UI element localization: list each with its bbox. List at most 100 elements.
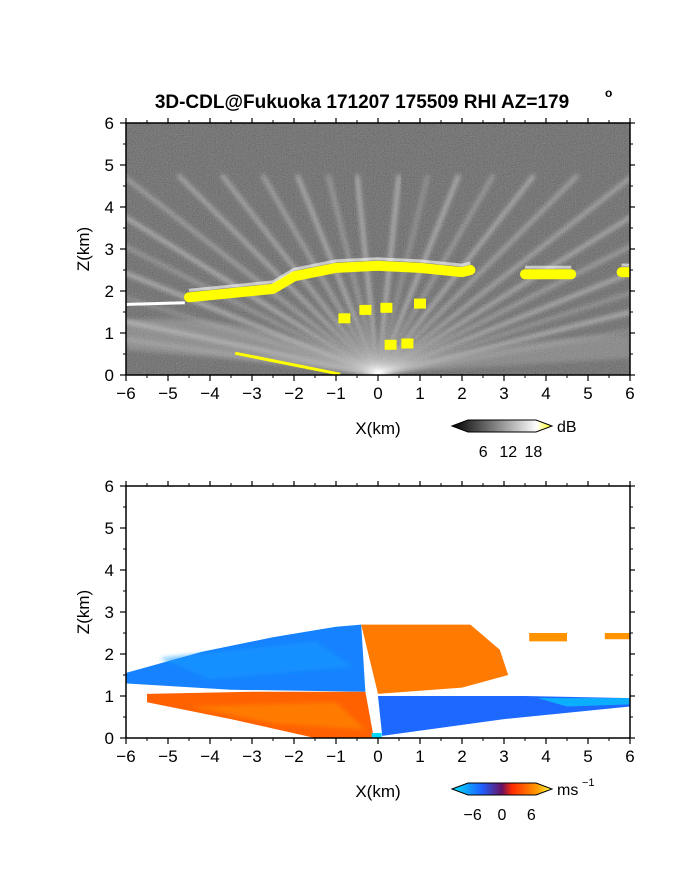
snr-cloud-patch [401, 338, 414, 349]
x-tick-label: 3 [499, 747, 508, 766]
bottom-colorbar-unit-exponent: −1 [582, 777, 595, 789]
x-tick-label: 6 [625, 384, 634, 403]
top-colorbar: dB 6 12 18 [450, 419, 577, 461]
x-tick-label: 2 [457, 747, 466, 766]
snr-beam [377, 244, 630, 375]
y-tick-label: 2 [105, 282, 114, 301]
snr-cloud-patch [384, 339, 397, 350]
snr-beam [376, 175, 630, 375]
y-tick-label: 4 [105, 561, 114, 580]
top-colorbar-unit: dB [557, 419, 577, 436]
bottom-colorbar-unit: ms [557, 782, 578, 799]
snr-aerosol-layer [386, 335, 630, 373]
y-tick-label: 2 [105, 645, 114, 664]
x-tick-label: 2 [457, 384, 466, 403]
top-colorbar-ticks: 6 12 18 [479, 444, 543, 461]
velocity-regions [126, 624, 630, 738]
snr-beam [377, 271, 630, 375]
snr-beam [376, 173, 496, 375]
x-tick-label: 4 [541, 384, 550, 403]
bottom-x-axis: −6 −5 −4 −3 −2 −1 0 1 2 3 4 5 6 [116, 481, 635, 766]
bottom-colorbar: ms −1 −6 0 6 [450, 777, 595, 824]
velocity-core-toward [159, 641, 353, 680]
x-tick-label: −6 [116, 747, 135, 766]
bottom-colorbar-tick-label: −6 [464, 807, 482, 824]
velocity-far-right [537, 698, 630, 707]
snr-cloud-patch [359, 304, 372, 315]
y-tick-label: 4 [105, 198, 114, 217]
velocity-near-lidar [371, 732, 382, 738]
x-tick-label: −1 [326, 747, 345, 766]
bottom-x-axis-label: X(km) [355, 782, 400, 801]
snr-beam [354, 174, 380, 375]
y-tick-label: 3 [105, 603, 114, 622]
x-tick-label: −4 [200, 384, 219, 403]
snr-thin-layer [126, 301, 185, 306]
x-tick-label: −3 [242, 384, 261, 403]
y-tick-label: 1 [105, 687, 114, 706]
x-tick-label: −2 [284, 384, 303, 403]
top-y-axis-label: Z(km) [74, 227, 93, 271]
snr-cloud-patch [380, 302, 393, 313]
top-colorbar-tick-label: 6 [479, 444, 488, 461]
figure-title-degree: o [605, 86, 612, 100]
x-tick-label: 3 [499, 384, 508, 403]
x-tick-label: −4 [200, 747, 219, 766]
snr-beam [376, 174, 402, 375]
snr-beam [326, 174, 380, 375]
x-tick-label: 0 [373, 747, 382, 766]
bottom-colorbar-tick-label: 6 [527, 807, 536, 824]
snr-beam [377, 291, 630, 375]
x-tick-label: −2 [284, 747, 303, 766]
x-tick-label: 6 [625, 747, 634, 766]
snr-cloud-edge [188, 257, 471, 292]
bottom-y-axis: 0 1 2 3 4 5 6 [105, 477, 635, 748]
x-tick-label: 1 [415, 747, 424, 766]
velocity-region [361, 624, 509, 694]
bottom-y-axis-label: Z(km) [74, 590, 93, 634]
x-tick-label: 4 [541, 747, 550, 766]
x-tick-label: −5 [158, 747, 177, 766]
y-tick-label: 6 [105, 114, 114, 133]
velocity-region [529, 633, 630, 642]
x-tick-label: −1 [326, 384, 345, 403]
snr-beam [176, 173, 380, 375]
bottom-colorbar-ticks: −6 0 6 [464, 807, 536, 824]
top-colorbar-tick-label: 12 [499, 444, 517, 461]
y-tick-label: 3 [105, 240, 114, 259]
snr-beam [126, 175, 380, 375]
x-tick-label: 5 [583, 384, 592, 403]
x-tick-label: −3 [242, 747, 261, 766]
snr-beam [126, 215, 380, 375]
top-x-axis-label: X(km) [355, 419, 400, 438]
y-tick-label: 1 [105, 324, 114, 343]
snr-cloud-segment [184, 260, 476, 303]
y-tick-label: 5 [105, 156, 114, 175]
snr-cloud-base [184, 257, 630, 350]
snr-beam [295, 174, 380, 375]
bottom-colorbar-tick-label: 0 [498, 807, 507, 824]
snr-cloud-patch [414, 298, 426, 309]
x-tick-label: 1 [415, 384, 424, 403]
x-tick-label: 0 [373, 384, 382, 403]
x-tick-label: −5 [158, 384, 177, 403]
snr-aerosol-layer [126, 318, 378, 373]
top-colorbar-tick-label: 18 [525, 444, 543, 461]
top-x-axis: −6 −5 −4 −3 −2 −1 0 1 2 3 4 5 6 [116, 118, 635, 403]
x-tick-label: −6 [116, 384, 135, 403]
x-tick-label: 5 [583, 747, 592, 766]
y-tick-label: 6 [105, 477, 114, 496]
velocity-core-away [189, 702, 366, 730]
snr-beam [126, 244, 379, 375]
top-y-axis: 0 1 2 3 4 5 6 [105, 114, 635, 385]
top-heatmap [126, 123, 630, 375]
y-tick-label: 5 [105, 519, 114, 538]
y-tick-label: 0 [105, 729, 114, 748]
figure-title: 3D-CDL@Fukuoka 171207 175509 RHI AZ=179 [155, 92, 569, 113]
bottom-heatmap [126, 486, 630, 738]
top-colorbar-ramp [450, 419, 554, 433]
